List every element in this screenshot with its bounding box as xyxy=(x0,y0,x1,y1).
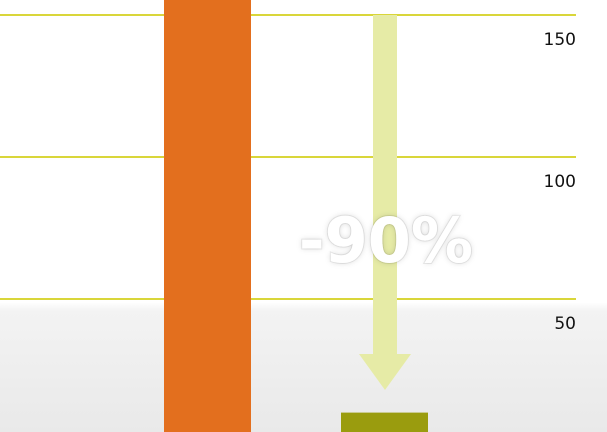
y-tick-labels: 50 100 150 xyxy=(544,30,576,334)
y-tick-label-100: 100 xyxy=(544,172,576,192)
bars xyxy=(164,0,428,432)
percent-change-label: -90% xyxy=(299,204,473,277)
gridlines xyxy=(0,14,576,300)
decrease-arrow xyxy=(359,15,411,390)
arrow-head xyxy=(359,354,411,390)
arrow-shaft xyxy=(373,15,397,354)
y-tick-label-50: 50 xyxy=(554,314,576,334)
bar-2 xyxy=(341,412,428,432)
bar-1 xyxy=(164,0,251,432)
y-tick-label-150: 150 xyxy=(544,30,576,50)
